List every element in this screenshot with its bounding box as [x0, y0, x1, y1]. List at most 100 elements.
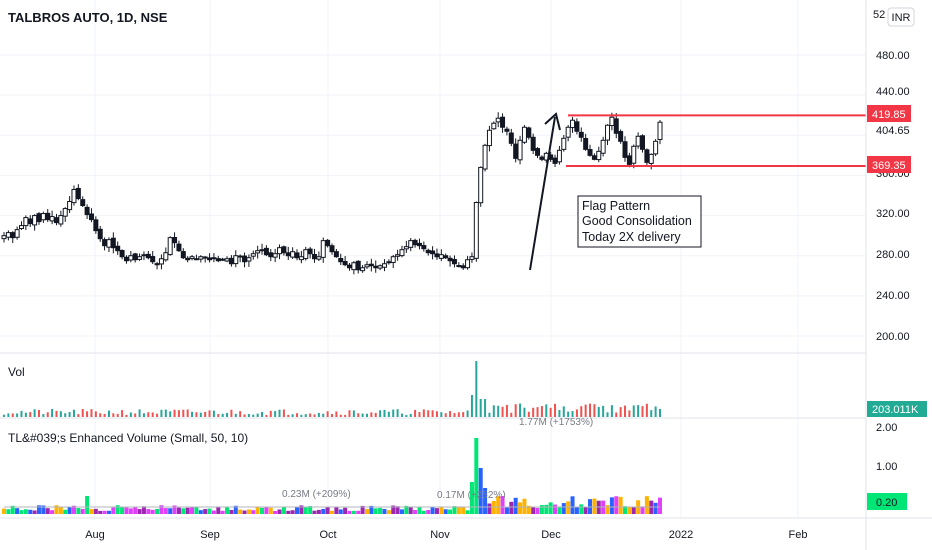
- envol-bar: [605, 505, 610, 514]
- volume-bar: [484, 399, 487, 417]
- currency-label: INR: [892, 12, 911, 24]
- volume-bar: [405, 414, 408, 417]
- volume-bar: [46, 412, 49, 417]
- arrow-head: [544, 112, 561, 131]
- envol-bar: [566, 501, 571, 514]
- candle-body: [635, 135, 641, 147]
- envol-bar: [343, 507, 348, 514]
- envol-bar: [456, 506, 461, 514]
- volume-bar: [326, 411, 329, 417]
- price-tick: 240.00: [876, 290, 910, 302]
- envol-bar: [120, 506, 125, 514]
- volume-bar: [466, 410, 469, 417]
- price-axis[interactable]: 52 INR 480.00 440.00 404.65 360.00 320.0…: [873, 7, 915, 343]
- envol-bar: [85, 496, 90, 514]
- candle-body: [395, 254, 401, 257]
- candle-body: [176, 243, 182, 252]
- candle-body: [14, 229, 20, 238]
- level-tag-lower-label: 369.35: [872, 160, 906, 172]
- candle-body: [530, 136, 536, 151]
- candle-body: [513, 143, 519, 159]
- volume-value-label: 203.011K: [872, 404, 919, 416]
- candle-body: [167, 237, 173, 256]
- candle-body: [237, 255, 243, 258]
- volume-bar: [650, 410, 653, 417]
- candle-body: [228, 257, 234, 265]
- candle-body: [591, 155, 597, 160]
- volume-bar: [659, 408, 661, 417]
- candle-body: [255, 250, 261, 254]
- volume-bar: [575, 409, 578, 417]
- volume-bar: [296, 413, 299, 417]
- envol-bar: [513, 497, 518, 514]
- envol-bar: [93, 508, 98, 514]
- envol-bar: [163, 508, 168, 514]
- envol-bar: [544, 504, 549, 514]
- volume-bar: [278, 409, 281, 417]
- volume-bar: [37, 409, 40, 417]
- envol-bar: [106, 510, 111, 514]
- volume-bar: [602, 405, 605, 417]
- candle-body: [609, 116, 615, 127]
- envol-bar: [408, 507, 413, 514]
- candle-body: [202, 256, 208, 259]
- volume-pane-label: Vol: [8, 365, 25, 379]
- envol-bar: [203, 509, 208, 514]
- candle-body: [312, 253, 318, 260]
- candle-body: [430, 250, 436, 255]
- envol-bar: [98, 510, 103, 514]
- envol-bar: [312, 510, 317, 514]
- volume-bar: [370, 412, 373, 417]
- note-box[interactable]: Flag Pattern Good Consolidation Today 2X…: [577, 195, 702, 248]
- envol-bar: [102, 510, 107, 514]
- volume-bar: [523, 407, 526, 417]
- envol-bar: [579, 504, 584, 514]
- envol-bar: [644, 496, 649, 514]
- volume-bar: [287, 414, 290, 417]
- volume-bar: [615, 412, 618, 417]
- envol-bar: [58, 507, 63, 514]
- volume-bar: [597, 407, 600, 417]
- volume-bar: [654, 406, 657, 417]
- candle-body: [408, 240, 414, 248]
- envol-bar: [137, 509, 142, 514]
- envol-bar: [640, 506, 645, 514]
- time-axis[interactable]: Aug Sep Oct Nov Dec 2022 Feb: [85, 529, 807, 541]
- candle-body: [185, 257, 191, 261]
- volume-bar: [55, 410, 58, 417]
- volume-bar: [589, 403, 592, 417]
- candle-body: [250, 253, 256, 257]
- candle-body: [600, 139, 606, 154]
- price-tick: 320.00: [876, 208, 910, 220]
- volume-bar: [519, 403, 522, 417]
- envol-bar: [229, 509, 234, 514]
- envol-bar: [395, 506, 400, 514]
- envol-bar: [609, 497, 614, 514]
- candle-body: [355, 260, 361, 271]
- candle-body: [137, 256, 143, 260]
- envol-bar: [478, 468, 483, 514]
- candle-body: [27, 218, 33, 225]
- envol-bar: [535, 507, 540, 514]
- currency-button[interactable]: [887, 7, 915, 27]
- volume-bar: [488, 412, 491, 417]
- candle-body: [268, 252, 274, 258]
- candle-body: [45, 212, 51, 221]
- volume-bar: [59, 411, 62, 417]
- candle-body: [106, 239, 112, 248]
- envol-bar: [334, 507, 339, 514]
- candle-body: [421, 245, 427, 250]
- candle-body: [386, 261, 392, 264]
- volume-bar: [593, 404, 596, 417]
- envol-bar: [299, 505, 304, 514]
- candle-body: [640, 135, 646, 150]
- volume-bar: [492, 405, 495, 417]
- envol-bar: [10, 505, 15, 514]
- volume-bar: [357, 413, 360, 417]
- volume-bar: [204, 411, 207, 417]
- candle-body: [189, 256, 195, 260]
- candle-body: [294, 252, 300, 259]
- candle-body: [259, 249, 265, 252]
- candle-body: [613, 118, 619, 134]
